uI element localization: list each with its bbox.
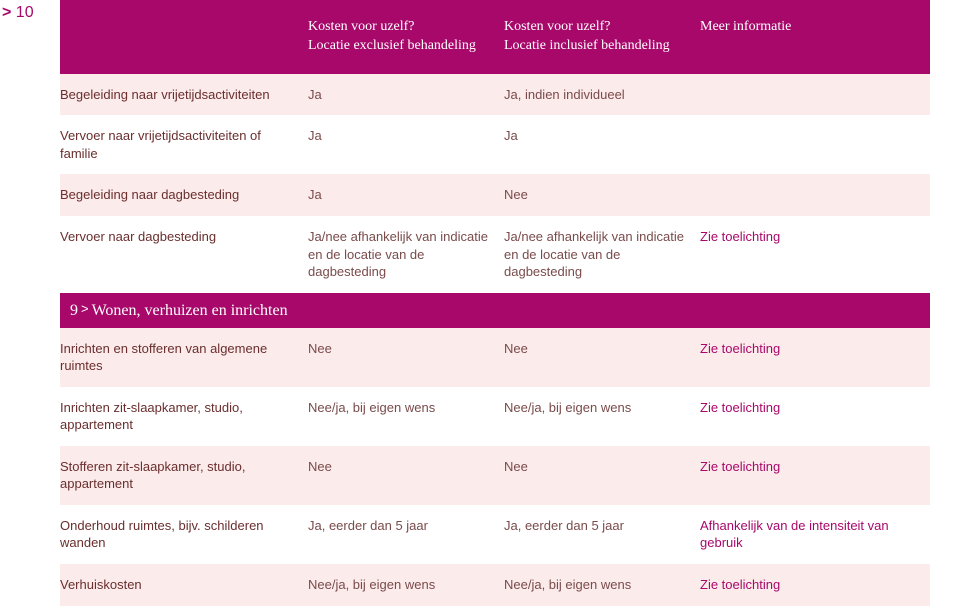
cell-c1: Ja bbox=[308, 174, 504, 216]
header-col-3: Meer informatie bbox=[700, 0, 930, 74]
section-title: 9>Wonen, verhuizen en inrichten bbox=[60, 293, 930, 328]
cell-c2: Ja/nee afhankelijk van indicatie en de l… bbox=[504, 216, 700, 293]
table-row: Vervoer naar vrijetijdsactiviteiten of f… bbox=[60, 115, 930, 174]
cell-c2: Nee/ja, bij eigen wens bbox=[504, 387, 700, 446]
table-row: Begeleiding naar dagbestedingJaNee bbox=[60, 174, 930, 216]
cell-c1: Ja bbox=[308, 74, 504, 116]
table-row: Vervoer naar dagbestedingJa/nee afhankel… bbox=[60, 216, 930, 293]
cell-c2: Nee bbox=[504, 328, 700, 387]
cell-c2: Ja, indien individueel bbox=[504, 74, 700, 116]
cell-c0: Stofferen zit-slaapkamer, studio, appart… bbox=[60, 446, 308, 505]
cell-c0: Inrichten zit-slaapkamer, studio, appart… bbox=[60, 387, 308, 446]
cell-c1: Nee bbox=[308, 446, 504, 505]
table-row: VerhuiskostenNee/ja, bij eigen wensNee/j… bbox=[60, 564, 930, 606]
cell-c0: Onderhoud ruimtes, bijv. schilderen wand… bbox=[60, 505, 308, 564]
cell-c2: Nee/ja, bij eigen wens bbox=[504, 564, 700, 606]
table-row: Inrichten en stofferen van algemene ruim… bbox=[60, 328, 930, 387]
page-arrow-icon: > bbox=[2, 4, 11, 21]
cell-c1: Nee/ja, bij eigen wens bbox=[308, 564, 504, 606]
table-row: Stofferen zit-slaapkamer, studio, appart… bbox=[60, 446, 930, 505]
cell-c2: Ja bbox=[504, 115, 700, 174]
cell-c0: Vervoer naar dagbesteding bbox=[60, 216, 308, 293]
table-row: Inrichten zit-slaapkamer, studio, appart… bbox=[60, 387, 930, 446]
page-number: > 10 bbox=[2, 4, 34, 22]
header-col-1: Kosten voor uzelf? Locatie exclusief beh… bbox=[308, 0, 504, 74]
cell-c3: Zie toelichting bbox=[700, 216, 930, 293]
cell-c2: Nee bbox=[504, 174, 700, 216]
cell-c1: Nee bbox=[308, 328, 504, 387]
header-col-0 bbox=[60, 0, 308, 74]
header-col-2: Kosten voor uzelf? Locatie inclusief beh… bbox=[504, 0, 700, 74]
cell-c0: Begeleiding naar dagbesteding bbox=[60, 174, 308, 216]
cell-c3: Afhankelijk van de intensiteit van gebru… bbox=[700, 505, 930, 564]
cell-c0: Begeleiding naar vrijetijdsactiviteiten bbox=[60, 74, 308, 116]
cell-c3 bbox=[700, 74, 930, 116]
cell-c0: Verhuiskosten bbox=[60, 564, 308, 606]
cell-c1: Ja/nee afhankelijk van indicatie en de l… bbox=[308, 216, 504, 293]
table-row: Begeleiding naar vrijetijdsactiviteitenJ… bbox=[60, 74, 930, 116]
cell-c3: Zie toelichting bbox=[700, 328, 930, 387]
cell-c1: Ja, eerder dan 5 jaar bbox=[308, 505, 504, 564]
cell-c1: Ja bbox=[308, 115, 504, 174]
page-number-value: 10 bbox=[16, 4, 34, 21]
cell-c3: Zie toelichting bbox=[700, 387, 930, 446]
section-band: 9>Wonen, verhuizen en inrichten bbox=[60, 293, 930, 328]
cell-c0: Inrichten en stofferen van algemene ruim… bbox=[60, 328, 308, 387]
cell-c3 bbox=[700, 115, 930, 174]
table-header-row: Kosten voor uzelf? Locatie exclusief beh… bbox=[60, 0, 930, 74]
cell-c3 bbox=[700, 174, 930, 216]
cost-table: Kosten voor uzelf? Locatie exclusief beh… bbox=[60, 0, 930, 606]
cell-c2: Nee bbox=[504, 446, 700, 505]
table-row: Onderhoud ruimtes, bijv. schilderen wand… bbox=[60, 505, 930, 564]
cell-c3: Zie toelichting bbox=[700, 446, 930, 505]
cell-c0: Vervoer naar vrijetijdsactiviteiten of f… bbox=[60, 115, 308, 174]
cell-c2: Ja, eerder dan 5 jaar bbox=[504, 505, 700, 564]
cell-c1: Nee/ja, bij eigen wens bbox=[308, 387, 504, 446]
cell-c3: Zie toelichting bbox=[700, 564, 930, 606]
